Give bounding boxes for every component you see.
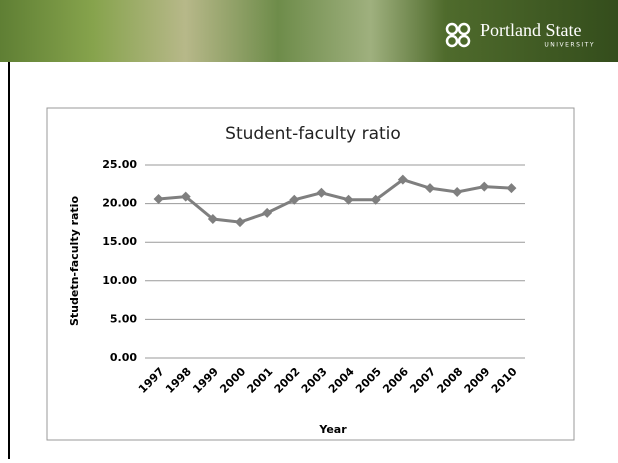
marker — [207, 214, 218, 225]
marker — [153, 193, 164, 204]
y-tick-label: 10.00 — [102, 274, 137, 287]
line — [158, 178, 512, 224]
y-tick-label: 25.00 — [102, 158, 137, 171]
marker — [479, 181, 490, 192]
header-banner — [0, 0, 618, 62]
marker — [316, 187, 327, 198]
marker — [425, 183, 435, 194]
y-tick-label: 5.00 — [110, 312, 137, 325]
y-tick-label: 20.00 — [102, 197, 137, 210]
x-axis-label: Year — [318, 423, 347, 436]
logo-icon — [445, 22, 471, 48]
marker — [452, 187, 463, 198]
chart-frame — [46, 107, 575, 441]
logo-text: Portland State — [480, 20, 582, 40]
marker — [262, 207, 273, 218]
marker — [370, 194, 381, 205]
marker — [343, 194, 354, 205]
marker — [289, 194, 300, 205]
logo-subtext: UNIVERSITY — [544, 42, 595, 49]
marker — [506, 183, 517, 194]
marker — [180, 191, 191, 202]
chart-title: Student-faculty ratio — [225, 124, 401, 144]
y-tick-label: 0.00 — [110, 351, 137, 364]
marker — [235, 217, 245, 228]
y-tick-label: 15.00 — [102, 235, 137, 248]
marker — [397, 174, 408, 185]
y-axis-label: Studetn-faculty ratio — [68, 196, 81, 326]
